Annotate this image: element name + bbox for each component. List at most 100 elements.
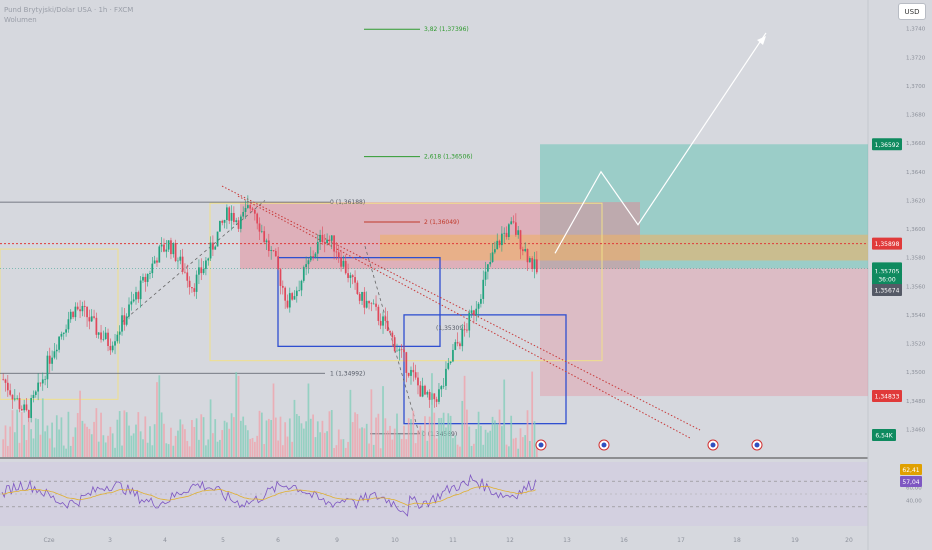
candle-body [342,260,345,267]
candle-body [398,349,401,351]
volume-bar [288,418,291,457]
range-box-left [0,248,119,400]
volume-bar [379,448,382,457]
volume-bar [181,424,184,457]
candle-body [305,264,307,268]
time-tick-label: 16 [620,537,628,544]
candle-body [307,260,310,265]
volume-bar [69,445,72,457]
candle-body [361,291,363,301]
candle-body [270,250,273,252]
volume-bar [435,438,438,457]
main-pane [0,0,868,458]
volume-bar [277,440,280,457]
candle-body [235,220,238,222]
volume-bar [216,441,219,457]
volume-bar [230,413,233,457]
candle-body [279,269,282,286]
volume-bar [533,421,536,457]
candle-body [433,393,436,400]
time-tick-label: 17 [677,537,685,544]
volume-bar [398,434,401,457]
volume-bar [321,420,324,457]
volume-bar [347,441,349,457]
candle-body [393,337,396,352]
volume-bar [491,416,494,457]
volume-tag-bg [872,429,896,441]
currency-button[interactable]: USD [898,3,926,20]
candle-body [216,231,219,247]
symbol-title: Pund Brytyjski/Dolar USA · 1h · FXCM [4,6,134,14]
volume-bar [23,424,26,457]
time-tick-label: 18 [733,537,741,544]
candle-body [375,303,377,307]
candle-body [135,292,137,300]
volume-bar [151,445,154,457]
candle-body [265,240,268,243]
volume-bar [90,434,93,457]
candle-body [284,287,287,301]
candle-body [193,288,196,292]
candle-body [473,310,475,315]
volume-bar [39,434,42,457]
volume-bar [526,410,529,457]
price-tick-label: 1,3480 [906,399,926,405]
volume-bar [72,436,74,457]
volume-bar [16,409,19,457]
candle-body [2,379,5,380]
candle-body [153,260,156,264]
volume-bar [447,413,450,457]
candle-body [39,382,42,384]
price-tag: 36:00 [872,273,902,286]
volume-bar [184,429,186,457]
candle-body [274,250,277,257]
candle-body [503,232,506,234]
candle-body [344,260,347,274]
volume-bar [249,438,252,457]
volume-bar [55,415,58,457]
candle-body [438,389,440,402]
fib-label: 1 (1,34992) [330,370,365,377]
volume-bar [389,425,391,457]
candle-body [494,249,496,253]
candle-body [470,310,473,313]
candle-body [23,404,26,411]
volume-bar [524,435,527,457]
rsi-tag-bg [900,464,922,475]
candle-body [72,311,74,318]
volume-bar [484,429,487,457]
candle-body [531,258,534,270]
rsi-tag-text: 57,04 [902,479,919,486]
candle-body [496,240,499,250]
volume-bar [207,439,210,457]
volume-bar [351,422,354,457]
volume-bar [256,435,259,457]
volume-bar [302,428,305,457]
candle-body [212,242,214,250]
candle-body [442,385,445,387]
candle-body [510,221,513,225]
volume-label: Wolumen [4,16,37,24]
volume-bar [281,445,284,457]
volume-bar [291,441,294,457]
candle-body [244,207,247,212]
volume-bar [267,418,270,457]
volume-bar [170,427,172,457]
candle-body [109,345,112,351]
volume-bar [445,427,447,457]
candle-body [195,274,198,292]
volume-bar [323,432,326,457]
volume-tag-text: 6,54K [875,433,893,440]
candle-body [354,277,356,283]
candle-body [480,298,482,304]
candle-body [58,336,60,350]
candle-body [501,233,503,246]
time-tick-label: Cze [43,537,54,544]
fib-label: 0 (1,36188) [330,199,365,206]
volume-bar [372,444,375,457]
price-tag: 1,36592 [872,138,902,151]
candle-body [386,320,389,331]
candle-body [198,267,200,275]
